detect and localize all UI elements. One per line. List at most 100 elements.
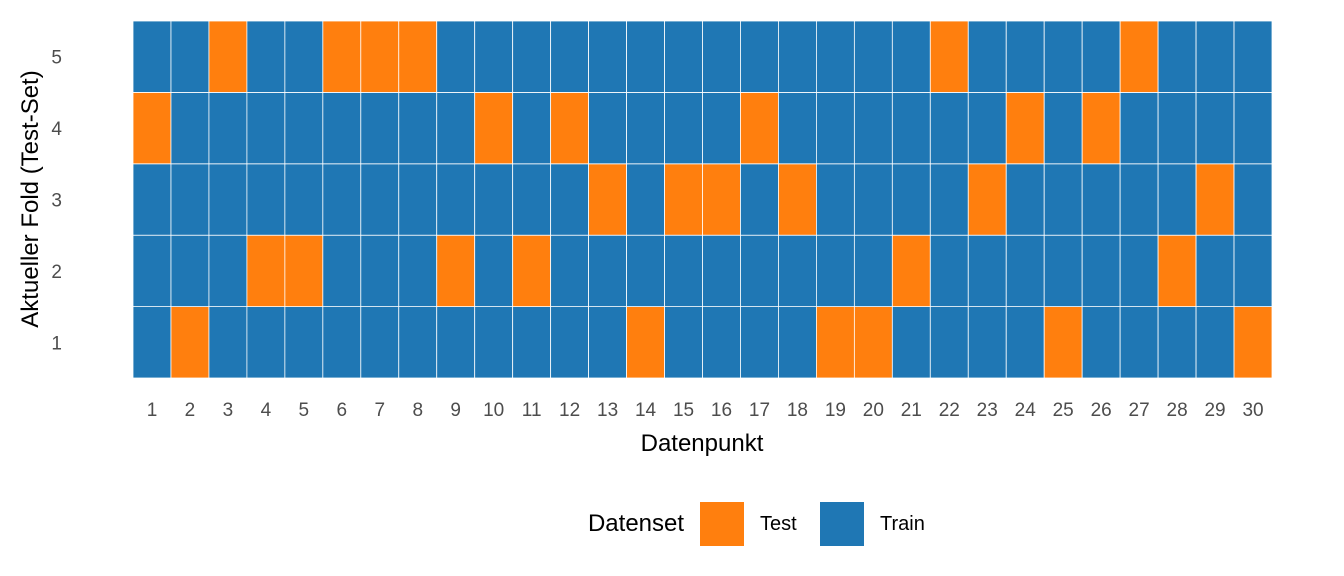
cell-fold1-point8-train xyxy=(398,306,438,379)
cell-fold3-point17-train xyxy=(740,163,779,236)
cell-fold5-point12-train xyxy=(550,20,590,93)
x-tick-label: 6 xyxy=(337,400,348,421)
legend: Datenset Test Train xyxy=(0,500,1344,548)
x-tick-label: 17 xyxy=(749,400,770,421)
legend-label-test: Test xyxy=(760,512,797,535)
y-tick-label: 5 xyxy=(51,48,62,69)
cell-fold2-point1-train xyxy=(132,234,172,307)
cell-fold2-point26-train xyxy=(1081,234,1121,307)
cell-fold2-point20-train xyxy=(853,234,893,307)
cell-fold2-point17-train xyxy=(740,234,779,307)
cell-fold2-point13-train xyxy=(588,234,627,307)
x-tick-label: 4 xyxy=(261,400,272,421)
cell-fold5-point20-train xyxy=(853,20,893,93)
cell-fold1-point12-train xyxy=(550,306,590,379)
cell-fold4-point23-train xyxy=(967,92,1007,165)
x-tick-label: 16 xyxy=(711,400,732,421)
cell-fold5-point6-test xyxy=(322,20,362,93)
cell-fold4-point10-test xyxy=(474,92,514,165)
cell-fold4-point30-train xyxy=(1233,92,1273,165)
x-tick-label: 20 xyxy=(863,400,884,421)
x-tick-label: 12 xyxy=(559,400,580,421)
x-tick-label: 7 xyxy=(374,400,385,421)
cell-fold4-point24-test xyxy=(1005,92,1045,165)
cell-fold3-point28-train xyxy=(1157,163,1197,236)
legend-item-train: Train xyxy=(820,502,930,546)
cell-fold5-point18-train xyxy=(778,20,817,93)
cell-fold2-point4-test xyxy=(246,234,286,307)
x-tick-label: 29 xyxy=(1204,400,1225,421)
cell-fold5-point23-train xyxy=(967,20,1007,93)
cell-fold5-point27-test xyxy=(1119,20,1159,93)
cell-fold1-point7-train xyxy=(360,306,400,379)
x-tick-label: 13 xyxy=(597,400,618,421)
cell-fold5-point16-train xyxy=(702,20,741,93)
cell-fold3-point4-train xyxy=(246,163,286,236)
x-axis-title: Datenpunkt xyxy=(641,430,764,457)
cell-fold3-point23-test xyxy=(967,163,1007,236)
x-tick-label: 22 xyxy=(939,400,960,421)
cell-fold5-point1-train xyxy=(132,20,172,93)
y-axis-ticks: 1 2 3 4 5 xyxy=(51,48,62,355)
cell-fold1-point18-train xyxy=(778,306,817,379)
cell-fold4-point25-train xyxy=(1043,92,1083,165)
cell-fold2-point28-test xyxy=(1157,234,1197,307)
x-tick-label: 30 xyxy=(1242,400,1263,421)
legend-swatch-train xyxy=(820,502,865,546)
y-tick-label: 1 xyxy=(51,333,62,354)
cell-fold1-point22-train xyxy=(929,306,969,379)
cell-fold4-point29-train xyxy=(1195,92,1235,165)
cell-fold4-point20-train xyxy=(853,92,893,165)
x-tick-label: 2 xyxy=(185,400,196,421)
legend-swatch-test xyxy=(700,502,745,546)
x-tick-label: 15 xyxy=(673,400,694,421)
cell-fold4-point6-train xyxy=(322,92,362,165)
cell-fold5-point7-test xyxy=(360,20,400,93)
cell-fold3-point29-test xyxy=(1195,163,1235,236)
cell-fold5-point5-train xyxy=(284,20,324,93)
cell-fold4-point2-train xyxy=(170,92,210,165)
cell-fold1-point2-test xyxy=(170,306,210,379)
legend-title: Datenset xyxy=(587,510,685,537)
cell-fold3-point12-train xyxy=(550,163,590,236)
x-tick-label: 24 xyxy=(1015,400,1037,421)
x-tick-label: 28 xyxy=(1167,400,1188,421)
heatmap-chart: 1 2 3 4 5 6 7 8 9 10 11 12 13 14 15 16 17 18 19 20 21 22 23 24 2… xyxy=(17,20,1273,457)
x-tick-label: 27 xyxy=(1129,400,1150,421)
x-tick-label: 11 xyxy=(522,400,542,421)
cell-fold1-point19-test xyxy=(816,306,855,379)
cell-fold3-point10-train xyxy=(474,163,514,236)
cell-fold5-point8-test xyxy=(398,20,438,93)
cell-fold5-point24-train xyxy=(1005,20,1045,93)
y-axis-title: Aktueller Fold (Test-Set) xyxy=(17,70,44,327)
cell-fold1-point16-train xyxy=(702,306,741,379)
cell-fold3-point19-train xyxy=(816,163,855,236)
y-tick-label: 3 xyxy=(51,191,62,212)
cell-fold3-point11-train xyxy=(512,163,552,236)
cell-fold1-point27-train xyxy=(1119,306,1159,379)
cell-fold4-point21-train xyxy=(891,92,931,165)
cell-fold2-point7-train xyxy=(360,234,400,307)
cell-fold4-point15-train xyxy=(664,92,703,165)
x-tick-label: 21 xyxy=(901,400,922,421)
cell-fold4-point9-train xyxy=(436,92,476,165)
cell-fold2-point23-train xyxy=(967,234,1007,307)
cell-fold5-point21-train xyxy=(891,20,931,93)
cell-fold2-point21-test xyxy=(891,234,931,307)
cell-fold1-point11-train xyxy=(512,306,552,379)
cell-fold3-point3-train xyxy=(208,163,248,236)
cell-fold5-point19-train xyxy=(816,20,855,93)
cell-fold4-point17-test xyxy=(740,92,779,165)
cell-fold2-point15-train xyxy=(664,234,703,307)
x-tick-label: 5 xyxy=(299,400,310,421)
cell-fold2-point9-test xyxy=(436,234,476,307)
x-tick-label: 18 xyxy=(787,400,808,421)
x-tick-label: 1 xyxy=(147,400,158,421)
cell-fold4-point14-train xyxy=(626,92,665,165)
cell-fold4-point8-train xyxy=(398,92,438,165)
cell-fold5-point30-train xyxy=(1233,20,1273,93)
cell-fold5-point11-train xyxy=(512,20,552,93)
cell-fold3-point30-train xyxy=(1233,163,1273,236)
cell-fold2-point19-train xyxy=(816,234,855,307)
cell-fold4-point28-train xyxy=(1157,92,1197,165)
